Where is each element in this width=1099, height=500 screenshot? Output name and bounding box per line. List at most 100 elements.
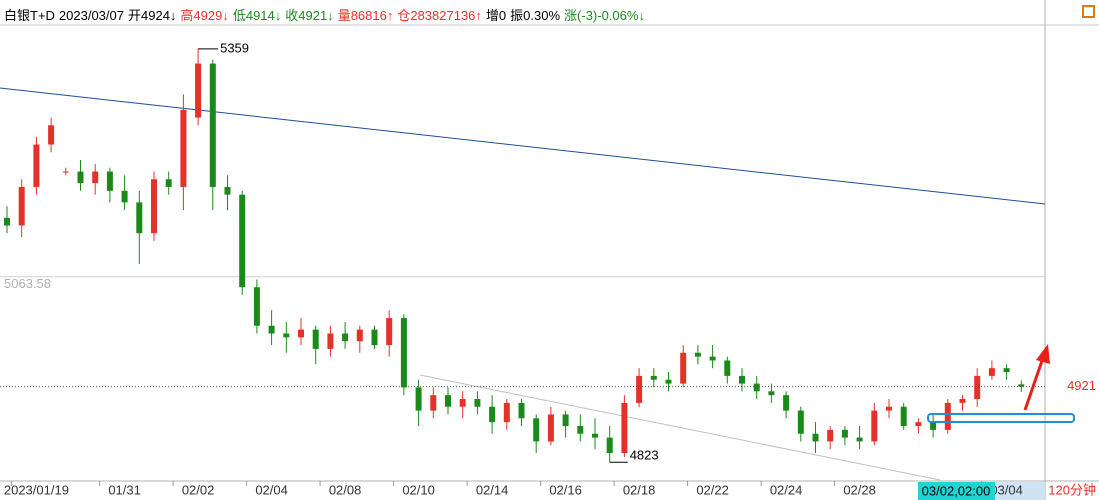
candle-body — [239, 194, 246, 288]
candle-body — [753, 383, 760, 392]
candle-body — [415, 387, 422, 411]
candle-body — [930, 422, 937, 430]
x-tick-label: 02/24 — [770, 482, 803, 497]
candle-body — [797, 410, 804, 434]
candle-body — [268, 325, 275, 334]
candle-body — [386, 318, 393, 346]
candle-body — [812, 433, 819, 442]
x-tick-label: 03/04 — [990, 482, 1023, 497]
x-tick-label: 02/02 — [182, 482, 215, 497]
candle-body — [547, 414, 554, 442]
candle-body — [694, 352, 701, 357]
candle-body — [224, 186, 231, 195]
candle-body — [1018, 384, 1025, 387]
candle-body — [180, 109, 187, 187]
header-item: 涨(-3)-0.06%↓ — [564, 8, 645, 23]
candle-body — [606, 437, 613, 454]
candle-body — [503, 402, 510, 423]
x-tick-label: 02/18 — [623, 482, 656, 497]
x-tick-label: 02/28 — [843, 482, 876, 497]
candle-body — [577, 426, 584, 434]
candle-body — [988, 368, 995, 376]
candle-body — [121, 190, 128, 203]
trend-line — [419, 374, 941, 481]
header: 白银T+D 2023/03/07 开4924↓ 高4929↓ 低4914↓ 收4921↓ 量… — [4, 5, 649, 24]
candle-body — [209, 63, 216, 187]
candle-body — [974, 375, 981, 400]
highlight-box — [927, 413, 1075, 423]
candle-body — [562, 414, 569, 427]
candle-body — [342, 333, 349, 342]
candle-body — [592, 433, 598, 438]
settings-icon[interactable] — [1082, 5, 1095, 18]
cursor-label: 03/02,02:00 — [922, 483, 991, 498]
candle-body — [136, 202, 143, 234]
candle-body — [533, 418, 540, 442]
header-item: 开4924↓ — [128, 8, 177, 23]
y-tick-label: 5063.58 — [4, 276, 51, 291]
x-axis-highlight — [995, 482, 1045, 500]
candle-body — [724, 360, 731, 376]
candle-body — [621, 402, 628, 454]
x-tick-label: 02/16 — [549, 482, 582, 497]
candle-body — [489, 406, 496, 423]
candle-body — [298, 329, 304, 338]
header-item: 低4914↓ — [232, 8, 282, 23]
candle-body — [4, 217, 10, 226]
candle-body — [518, 402, 525, 419]
candle-body — [327, 333, 334, 349]
candle-body — [459, 399, 466, 407]
candle-body — [312, 329, 319, 349]
candle-body — [709, 356, 716, 361]
candle-body — [783, 395, 790, 411]
candle-body — [944, 402, 951, 430]
candle-body — [77, 171, 84, 184]
candle-body — [650, 375, 657, 380]
trend-line — [0, 87, 1046, 205]
x-tick-label: 01/31 — [108, 482, 141, 497]
candle-body — [959, 399, 966, 403]
header-item: 振0.30% — [510, 8, 561, 23]
plot: 5063.58 2023/01/19 01/31 02/02 02/04 02/08 02/… — [0, 40, 1045, 497]
candle-body — [856, 437, 863, 442]
candle-body — [195, 63, 202, 118]
high-label: 5359 — [220, 40, 249, 55]
candle-body — [886, 406, 892, 411]
header-item: 仓283827136↑ — [397, 8, 482, 23]
x-tick-label: 02/10 — [402, 482, 435, 497]
header-item: 2023/03/07 — [58, 8, 124, 23]
candle-body — [283, 333, 290, 338]
candle-body — [474, 399, 481, 407]
candle-body — [151, 179, 157, 234]
arrow-head — [1036, 344, 1050, 364]
header-item: 量86816↑ — [337, 8, 394, 23]
header-item: 高4929↓ — [180, 8, 229, 23]
candle-body — [92, 171, 99, 184]
candle-body — [680, 352, 687, 384]
candle-body — [165, 179, 172, 187]
candle-body — [915, 422, 922, 427]
x-tick-label: 2023/01/19 — [4, 482, 69, 497]
low-label: 4823 — [630, 448, 659, 463]
header-item: 收4921↓ — [285, 8, 334, 23]
candle-body — [871, 410, 878, 442]
x-tick-label: 02/14 — [476, 482, 509, 497]
candle-body — [18, 186, 25, 226]
candle-body — [253, 287, 260, 326]
candle-body — [1003, 368, 1010, 373]
x-tick-label: 02/04 — [255, 482, 288, 497]
candle-body — [827, 429, 834, 442]
candle-body — [430, 395, 437, 411]
candle-body — [900, 406, 907, 427]
candle-body — [445, 395, 451, 407]
arrow — [1023, 357, 1045, 411]
candle-body — [739, 375, 745, 384]
header-item: 增0 — [485, 8, 507, 23]
candle-body — [400, 318, 407, 388]
candle-body — [636, 375, 643, 403]
candle-body — [33, 144, 40, 187]
header-item: 白银T+D — [4, 8, 55, 23]
candle-body — [62, 171, 69, 173]
